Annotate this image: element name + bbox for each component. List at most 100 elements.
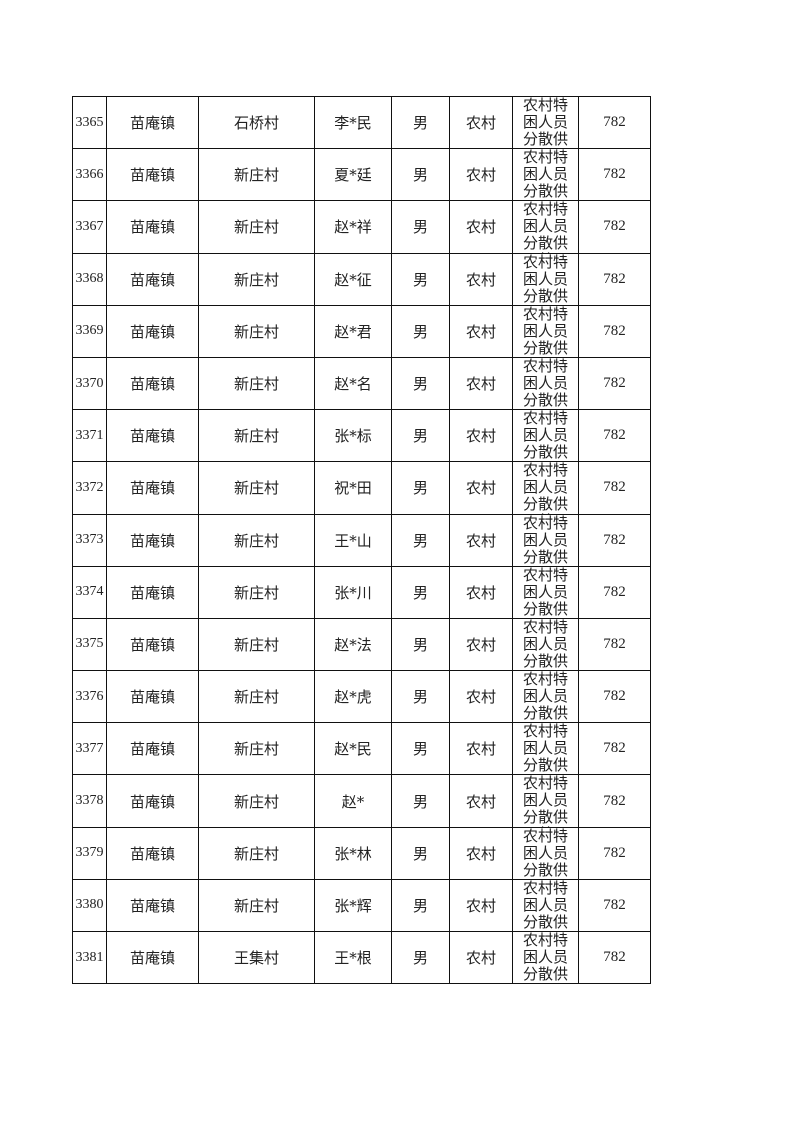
row-number: 3380 [73,879,107,932]
name-cell-text: 张*川 [334,583,372,602]
table-row: 3378 苗庵镇 新庄村 赵* 男 农村 农村特困人员分散供养 782 [73,775,651,828]
town-cell: 苗庵镇 [107,775,199,828]
amount-cell-text: 782 [603,583,626,600]
row-number-text: 3374 [75,584,104,600]
village-cell: 新庄村 [199,879,315,932]
town-cell: 苗庵镇 [107,305,199,358]
support-type-cell: 农村特困人员分散供养 [513,775,579,828]
residence-cell-text: 农村 [465,688,496,707]
row-number: 3368 [73,253,107,306]
town-cell-text: 苗庵镇 [129,792,175,811]
name-cell: 王*山 [315,514,392,567]
town-cell-text: 苗庵镇 [129,479,175,498]
amount-cell-text: 782 [603,270,626,287]
name-cell: 赵* [315,775,392,828]
residence-cell: 农村 [450,514,513,567]
village-cell: 新庄村 [199,618,315,672]
village-cell-text: 石桥村 [233,114,279,133]
village-cell: 新庄村 [199,462,315,515]
gender-cell: 男 [392,253,450,306]
residence-cell: 农村 [450,410,513,463]
gender-cell: 男 [392,671,450,724]
amount-cell: 782 [579,514,651,567]
gender-cell: 男 [392,462,450,515]
row-number-text: 3370 [75,375,104,391]
village-cell-text: 新庄村 [233,844,279,863]
table-row: 3373 苗庵镇 新庄村 王*山 男 农村 农村特困人员分散供养 782 [73,514,651,567]
residence-cell: 农村 [450,357,513,411]
row-number-text: 3378 [75,793,104,809]
town-cell: 苗庵镇 [107,879,199,932]
table-row: 3370 苗庵镇 新庄村 赵*名 男 农村 农村特困人员分散供养 782 [73,357,651,411]
row-number-text: 3377 [75,740,104,756]
village-cell-text: 王集村 [233,949,279,968]
village-cell-text: 新庄村 [233,427,279,446]
amount-cell: 782 [579,253,651,306]
town-cell: 苗庵镇 [107,514,199,567]
table-row: 3368 苗庵镇 新庄村 赵*征 男 农村 农村特困人员分散供养 782 [73,253,651,306]
row-number: 3369 [73,305,107,358]
amount-cell-text: 782 [603,375,626,392]
residence-cell: 农村 [450,201,513,254]
town-cell: 苗庵镇 [107,97,199,150]
gender-cell-text: 男 [412,270,428,289]
table-row: 3376 苗庵镇 新庄村 赵*虎 男 农村 农村特困人员分散供养 782 [73,671,651,724]
gender-cell-text: 男 [412,322,428,341]
amount-cell: 782 [579,671,651,724]
row-number-text: 3368 [75,271,104,287]
support-type-cell-text: 农村特困人员分散供养 [522,932,568,983]
residence-cell: 农村 [450,723,513,776]
name-cell-text: 祝*田 [334,479,372,498]
support-type-cell: 农村特困人员分散供养 [513,201,579,254]
support-type-cell: 农村特困人员分散供养 [513,827,579,880]
support-type-cell: 农村特困人员分散供养 [513,723,579,776]
residence-cell-text: 农村 [465,844,496,863]
beneficiary-table: 3365苗庵镇石桥村李*民男农村农村特困人员分散供养7823366苗庵镇新庄村夏… [72,96,651,985]
name-cell: 张*林 [315,827,392,880]
name-cell: 赵*征 [315,253,392,306]
residence-cell-text: 农村 [465,740,496,759]
support-type-cell: 农村特困人员分散供养 [513,462,579,515]
gender-cell-text: 男 [412,688,428,707]
name-cell-text: 赵* [341,792,365,811]
support-type-cell-text: 农村特困人员分散供养 [522,723,568,775]
gender-cell-text: 男 [412,844,428,863]
amount-cell: 782 [579,149,651,202]
row-number: 3371 [73,410,107,463]
name-cell-text: 张*标 [334,427,372,446]
table-row: 3381 苗庵镇 王集村 王*根 男 农村 农村特困人员分散供养 782 [73,932,651,985]
village-cell-text: 新庄村 [233,740,279,759]
town-cell-text: 苗庵镇 [129,844,175,863]
amount-cell: 782 [579,879,651,932]
name-cell-text: 赵*虎 [334,688,372,707]
residence-cell-text: 农村 [465,583,496,602]
row-number-text: 3376 [75,688,104,704]
town-cell: 苗庵镇 [107,827,199,880]
gender-cell-text: 男 [412,635,428,654]
village-cell-text: 新庄村 [233,635,279,654]
name-cell: 赵*民 [315,723,392,776]
amount-cell-text: 782 [603,531,626,548]
row-number: 3370 [73,357,107,411]
village-cell-text: 新庄村 [233,218,279,237]
town-cell-text: 苗庵镇 [129,531,175,550]
town-cell: 苗庵镇 [107,932,199,985]
row-number: 3381 [73,932,107,985]
support-type-cell: 农村特困人员分散供养 [513,149,579,202]
residence-cell: 农村 [450,827,513,880]
residence-cell: 农村 [450,149,513,202]
village-cell-text: 新庄村 [233,896,279,915]
name-cell: 李*民 [315,97,392,150]
amount-cell-text: 782 [603,166,626,183]
name-cell-text: 赵*名 [334,375,372,394]
residence-cell-text: 农村 [465,949,496,968]
gender-cell-text: 男 [412,479,428,498]
gender-cell-text: 男 [412,583,428,602]
name-cell: 赵*君 [315,305,392,358]
row-number-text: 3365 [75,114,104,130]
residence-cell: 农村 [450,879,513,932]
residence-cell: 农村 [450,932,513,985]
row-number-text: 3373 [75,532,104,548]
amount-cell: 782 [579,932,651,985]
support-type-cell: 农村特困人员分散供养 [513,932,579,985]
